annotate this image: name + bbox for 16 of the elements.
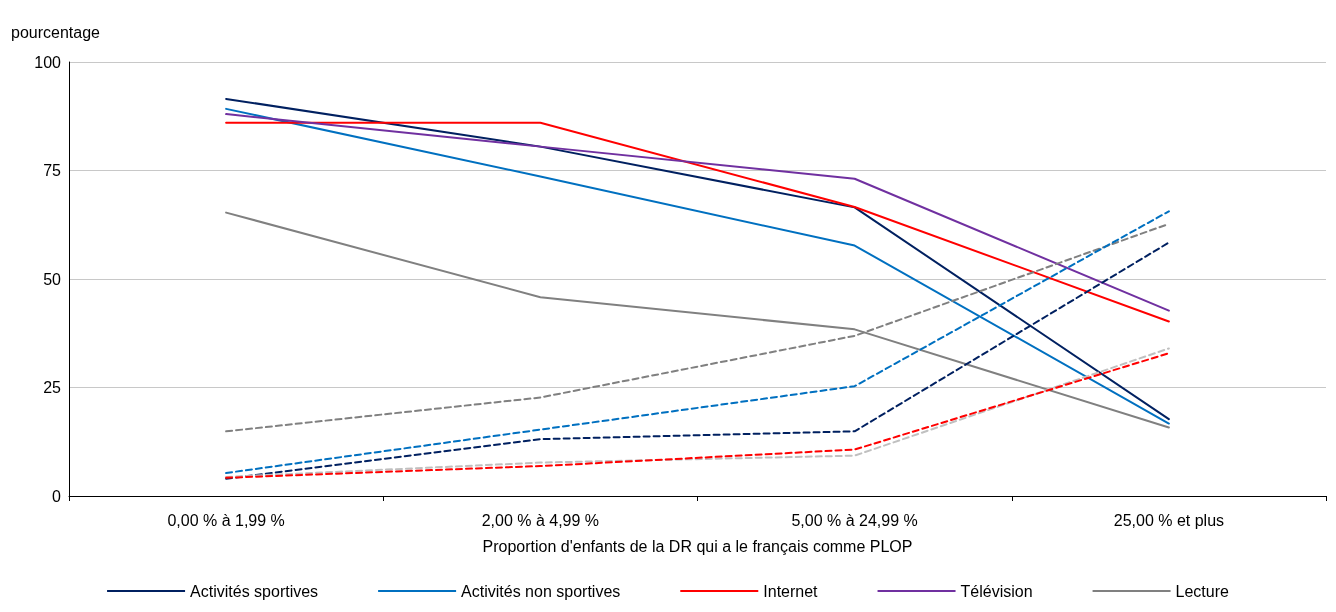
x-tick-label: 25,00 % et plus [1113,511,1225,529]
x-axis-title: Proportion d'enfants de la DR qui a le français comme PLOP [482,537,913,555]
legend-label: Internet [763,582,819,600]
y-tick-label: 25 [43,379,62,396]
y-tick-label: 75 [43,162,62,179]
y-axis-title: pourcentage [11,23,101,41]
legend-label: Lecture [1175,582,1230,600]
x-tick-label: 2,00 % à 4,99 % [481,511,600,529]
x-tick-label: 0,00 % à 1,99 % [167,511,285,529]
legend-label: Activités non sportives [461,582,621,600]
y-tick-label: 100 [34,53,62,71]
y-tick-label: 0 [52,487,62,505]
x-tick-label: 5,00 % à 24,99 % [791,511,918,529]
legend-label: Télévision [960,582,1033,600]
legend-label: Activités sportives [190,582,319,600]
y-tick-label: 50 [43,270,62,288]
